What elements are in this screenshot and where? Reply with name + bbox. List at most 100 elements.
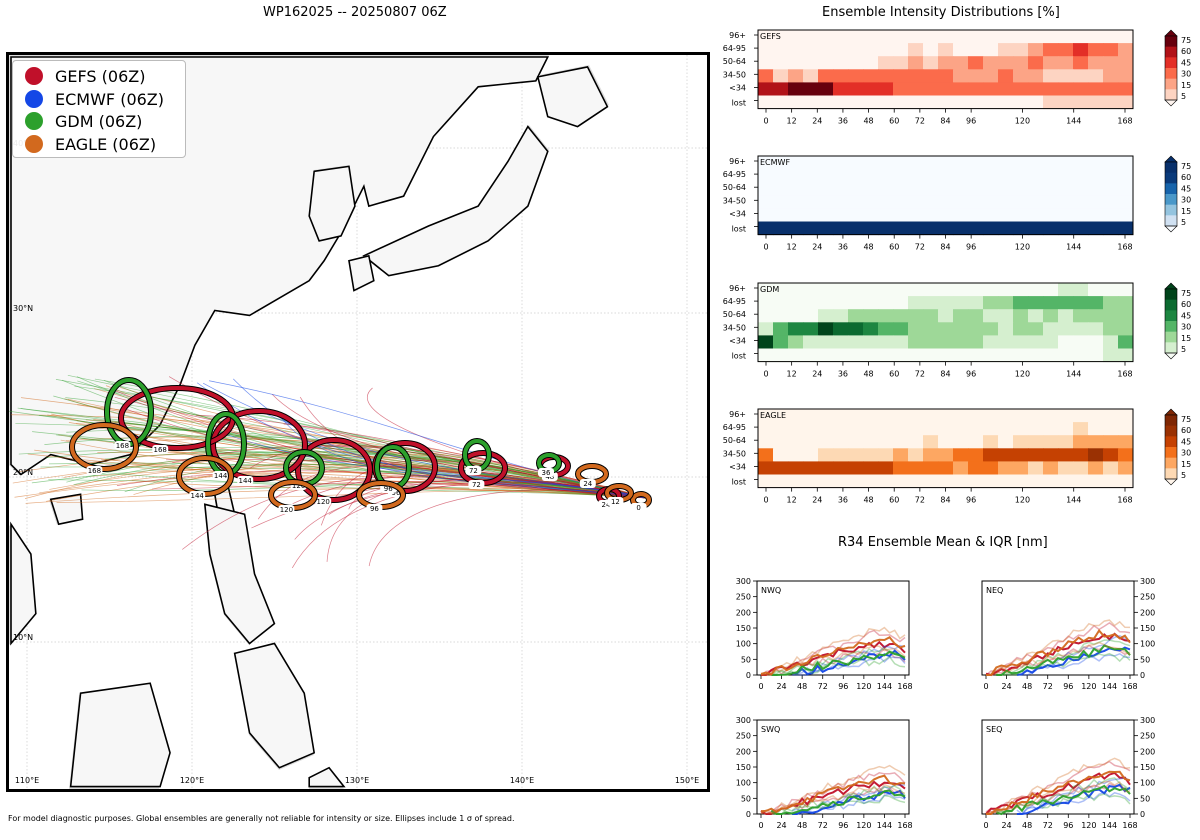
heatmap-xlabel: 12 bbox=[787, 117, 797, 126]
heatmap-cell bbox=[1103, 435, 1119, 449]
heatmap-cell bbox=[1058, 221, 1074, 236]
heatmap-cell bbox=[803, 474, 819, 489]
colorbar-arrow bbox=[1164, 478, 1178, 486]
heatmap-cell bbox=[1073, 182, 1089, 196]
heatmap-cell bbox=[983, 82, 999, 96]
colorbar-arrow bbox=[1164, 282, 1178, 290]
heatmap-cell bbox=[938, 208, 954, 222]
r34-series-3 bbox=[986, 628, 1131, 676]
heatmap-cell bbox=[953, 169, 969, 183]
heatmap-cell bbox=[848, 335, 864, 349]
colorbar-segment bbox=[1165, 457, 1177, 469]
heatmap-cell bbox=[803, 348, 819, 363]
heatmap-cell bbox=[878, 409, 894, 423]
heatmap-cell bbox=[818, 461, 834, 475]
r34-series-3 bbox=[986, 619, 1131, 676]
heatmap-cell bbox=[863, 208, 879, 222]
heatmap-cell bbox=[788, 82, 804, 96]
gefs-ellipse-label: 24 bbox=[602, 501, 611, 509]
heatmap-cell bbox=[1028, 43, 1044, 57]
colorbar-label: 45 bbox=[1181, 58, 1191, 67]
heatmap-cell bbox=[788, 335, 804, 349]
heatmap-cell bbox=[1073, 43, 1089, 57]
heatmap-xlabel: 60 bbox=[889, 370, 899, 379]
heatmap-cell bbox=[1028, 156, 1044, 170]
heatmap-cell bbox=[998, 422, 1014, 436]
heatmap-cell bbox=[923, 348, 939, 363]
r34-title: R34 Ensemble Mean & IQR [nm] bbox=[838, 535, 1048, 550]
heatmap-cell bbox=[788, 409, 804, 423]
heatmap-cell bbox=[848, 435, 864, 449]
r34-series-2 bbox=[996, 784, 1131, 816]
heatmap-xlabel: 36 bbox=[838, 243, 848, 252]
heatmap-cell bbox=[1088, 30, 1104, 44]
heatmap-cell bbox=[1043, 221, 1059, 236]
heatmap-ylabel: 50-64 bbox=[723, 310, 746, 319]
heatmap-cell bbox=[923, 169, 939, 183]
heatmap-cell bbox=[893, 156, 909, 170]
heatmap-cell bbox=[953, 322, 969, 336]
heatmap-cell bbox=[998, 409, 1014, 423]
heatmap-xlabel: 120 bbox=[1015, 496, 1030, 505]
heatmap-cell bbox=[968, 448, 984, 462]
heatmap-cell bbox=[878, 182, 894, 196]
heatmap-cell bbox=[1118, 422, 1134, 436]
heatmap-cell bbox=[773, 30, 789, 44]
heatmap-ylabel: 96+ bbox=[729, 410, 746, 419]
heatmap-xlabel: 48 bbox=[863, 370, 873, 379]
borneo bbox=[69, 682, 171, 788]
heatmap-xlabel: 168 bbox=[1117, 370, 1132, 379]
heatmap-cell bbox=[908, 82, 924, 96]
heatmap-cell bbox=[1013, 461, 1029, 475]
heatmap-cell bbox=[1073, 461, 1089, 475]
heatmap-cell bbox=[1058, 156, 1074, 170]
r34-series-1 bbox=[1016, 791, 1131, 816]
heatmap-xlabel: 60 bbox=[889, 496, 899, 505]
heatmap-cell bbox=[1013, 309, 1029, 323]
heatmap-cell bbox=[833, 309, 849, 323]
heatmap-cell bbox=[1118, 348, 1134, 363]
heatmap-xlabel: 72 bbox=[915, 496, 925, 505]
heatmap-cell bbox=[833, 95, 849, 110]
heatmap-cell bbox=[1028, 448, 1044, 462]
heatmap-cell bbox=[1028, 195, 1044, 209]
colorbar-segment bbox=[1165, 183, 1177, 195]
heatmap-cell bbox=[1088, 474, 1104, 489]
heatmap-cell bbox=[1073, 69, 1089, 83]
heatmap-cell bbox=[1043, 195, 1059, 209]
r34-ylabel: 0 bbox=[746, 671, 751, 680]
heatmap-title: ECMWF bbox=[760, 158, 790, 167]
heatmap-cell bbox=[968, 348, 984, 363]
heatmap-cell bbox=[893, 409, 909, 423]
heatmap-xlabel: 60 bbox=[889, 117, 899, 126]
heatmap-cell bbox=[1043, 169, 1059, 183]
heatmap-cell bbox=[773, 95, 789, 110]
heatmap-cell bbox=[1013, 422, 1029, 436]
heatmap-cell bbox=[1118, 156, 1134, 170]
heatmap-title: GDM bbox=[760, 285, 779, 294]
r34-ylabel: 100 bbox=[1140, 779, 1155, 788]
heatmap-cell bbox=[1088, 182, 1104, 196]
heatmap-cell bbox=[1043, 69, 1059, 83]
heatmap-cell bbox=[758, 208, 774, 222]
heatmap-cell bbox=[1103, 95, 1119, 110]
heatmap-ylabel: <34 bbox=[729, 462, 746, 471]
heatmap-cell bbox=[968, 283, 984, 297]
colorbar-label: 45 bbox=[1181, 437, 1191, 446]
heatmap-cell bbox=[818, 322, 834, 336]
eagle-ellipse-label: 12 bbox=[611, 498, 620, 506]
heatmap-cell bbox=[758, 409, 774, 423]
heatmap-cell bbox=[1013, 95, 1029, 110]
heatmap-cell bbox=[758, 309, 774, 323]
luzon bbox=[203, 503, 276, 645]
r34-xlabel: 144 bbox=[1102, 821, 1117, 830]
r34-ylabel: 250 bbox=[736, 732, 751, 741]
colorbar-label: 5 bbox=[1181, 218, 1186, 227]
heatmap-cell bbox=[938, 322, 954, 336]
ellipse-label-bg bbox=[468, 480, 485, 489]
heatmap-cell bbox=[1073, 409, 1089, 423]
heatmap-cell bbox=[788, 30, 804, 44]
heatmap-cell bbox=[1073, 156, 1089, 170]
heatmap-cell bbox=[818, 448, 834, 462]
gdm-ellipse-label: 120 bbox=[292, 482, 305, 490]
